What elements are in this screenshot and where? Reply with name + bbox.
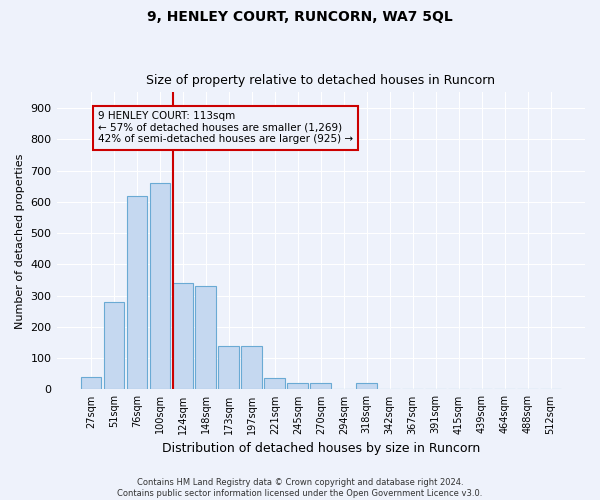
Bar (218, 346, 239, 390)
Title: Size of property relative to detached houses in Runcorn: Size of property relative to detached ho… (146, 74, 495, 87)
Bar (287, 383, 308, 390)
Bar (310, 383, 331, 390)
Text: Contains HM Land Registry data © Crown copyright and database right 2024.
Contai: Contains HM Land Registry data © Crown c… (118, 478, 482, 498)
Bar (265, 378, 285, 390)
Bar (80, 377, 101, 390)
Bar (104, 302, 124, 390)
Text: 9 HENLEY COURT: 113sqm
← 57% of detached houses are smaller (1,269)
42% of semi-: 9 HENLEY COURT: 113sqm ← 57% of detached… (98, 111, 353, 144)
Bar (356, 383, 377, 390)
X-axis label: Distribution of detached houses by size in Runcorn: Distribution of detached houses by size … (161, 442, 480, 455)
Y-axis label: Number of detached properties: Number of detached properties (15, 153, 25, 328)
Bar (241, 346, 262, 390)
Bar (149, 183, 170, 390)
Bar (173, 283, 193, 390)
Text: 9, HENLEY COURT, RUNCORN, WA7 5QL: 9, HENLEY COURT, RUNCORN, WA7 5QL (147, 10, 453, 24)
Bar (196, 286, 216, 390)
Bar (127, 196, 147, 390)
